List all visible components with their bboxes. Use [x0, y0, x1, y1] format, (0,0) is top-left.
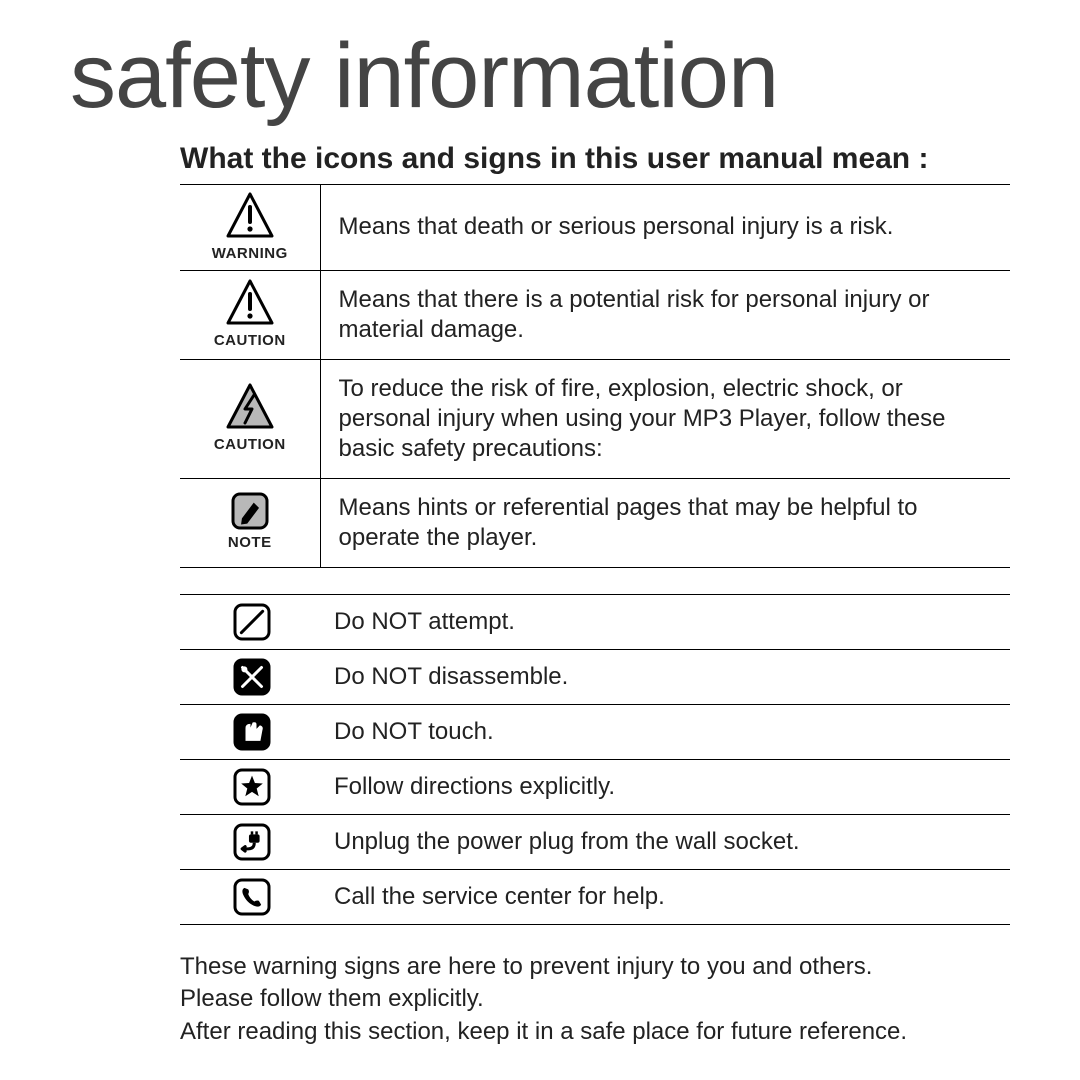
icon-description: Call the service center for help. — [320, 869, 1010, 924]
star-square-icon — [194, 768, 310, 806]
disassemble-square-cell — [180, 649, 320, 704]
plug-square-cell — [180, 814, 320, 869]
footer-line: Please follow them explicitly. — [180, 983, 1010, 1015]
icon-description: Do NOT attempt. — [320, 594, 1010, 649]
warning-triangle-outline-icon — [184, 191, 316, 241]
disassemble-square-icon — [194, 658, 310, 696]
shock-triangle-grey-icon — [184, 382, 316, 432]
icon-description: Do NOT disassemble. — [320, 649, 1010, 704]
icon-meaning-table-a: WARNINGMeans that death or serious perso… — [180, 184, 1010, 568]
table-row: Call the service center for help. — [180, 869, 1010, 924]
table-row: CAUTIONMeans that there is a potential r… — [180, 270, 1010, 359]
icon-description: Means hints or referential pages that ma… — [320, 478, 1010, 567]
icon-label: WARNING — [184, 245, 316, 264]
icon-meaning-table-b: Do NOT attempt.Do NOT disassemble.Do NOT… — [180, 594, 1010, 925]
icon-label: CAUTION — [184, 436, 316, 455]
warning-triangle-outline-icon — [184, 278, 316, 328]
footer-line: These warning signs are here to prevent … — [180, 951, 1010, 983]
table-row: Do NOT attempt. — [180, 594, 1010, 649]
icon-description: Means that there is a potential risk for… — [320, 270, 1010, 359]
icon-description: Unplug the power plug from the wall sock… — [320, 814, 1010, 869]
icon-description: Do NOT touch. — [320, 704, 1010, 759]
table-row: WARNINGMeans that death or serious perso… — [180, 185, 1010, 271]
page-subtitle: What the icons and signs in this user ma… — [70, 142, 1010, 176]
icon-description: Means that death or serious personal inj… — [320, 185, 1010, 271]
table-row: CAUTIONTo reduce the risk of fire, explo… — [180, 359, 1010, 478]
icon-label: CAUTION — [184, 332, 316, 351]
icon-label: NOTE — [184, 534, 316, 553]
table-row: Do NOT disassemble. — [180, 649, 1010, 704]
icon-description: Follow directions explicitly. — [320, 759, 1010, 814]
phone-square-cell — [180, 869, 320, 924]
warning-triangle-outline-cell: WARNING — [180, 185, 320, 271]
hand-square-icon — [194, 713, 310, 751]
slash-square-cell — [180, 594, 320, 649]
note-pencil-grey-icon — [184, 492, 316, 530]
hand-square-cell — [180, 704, 320, 759]
plug-square-icon — [194, 823, 310, 861]
table-row: NOTEMeans hints or referential pages tha… — [180, 478, 1010, 567]
footer-line: After reading this section, keep it in a… — [180, 1016, 1010, 1048]
safety-info-page: safety information What the icons and si… — [0, 0, 1080, 1080]
star-square-cell — [180, 759, 320, 814]
table-row: Do NOT touch. — [180, 704, 1010, 759]
icon-description: To reduce the risk of fire, explosion, e… — [320, 359, 1010, 478]
footer-text: These warning signs are here to prevent … — [180, 951, 1010, 1048]
slash-square-icon — [194, 603, 310, 641]
note-pencil-grey-cell: NOTE — [180, 478, 320, 567]
page-title: safety information — [70, 30, 1010, 122]
table-row: Unplug the power plug from the wall sock… — [180, 814, 1010, 869]
phone-square-icon — [194, 878, 310, 916]
table-row: Follow directions explicitly. — [180, 759, 1010, 814]
shock-triangle-grey-cell: CAUTION — [180, 359, 320, 478]
warning-triangle-outline-cell: CAUTION — [180, 270, 320, 359]
